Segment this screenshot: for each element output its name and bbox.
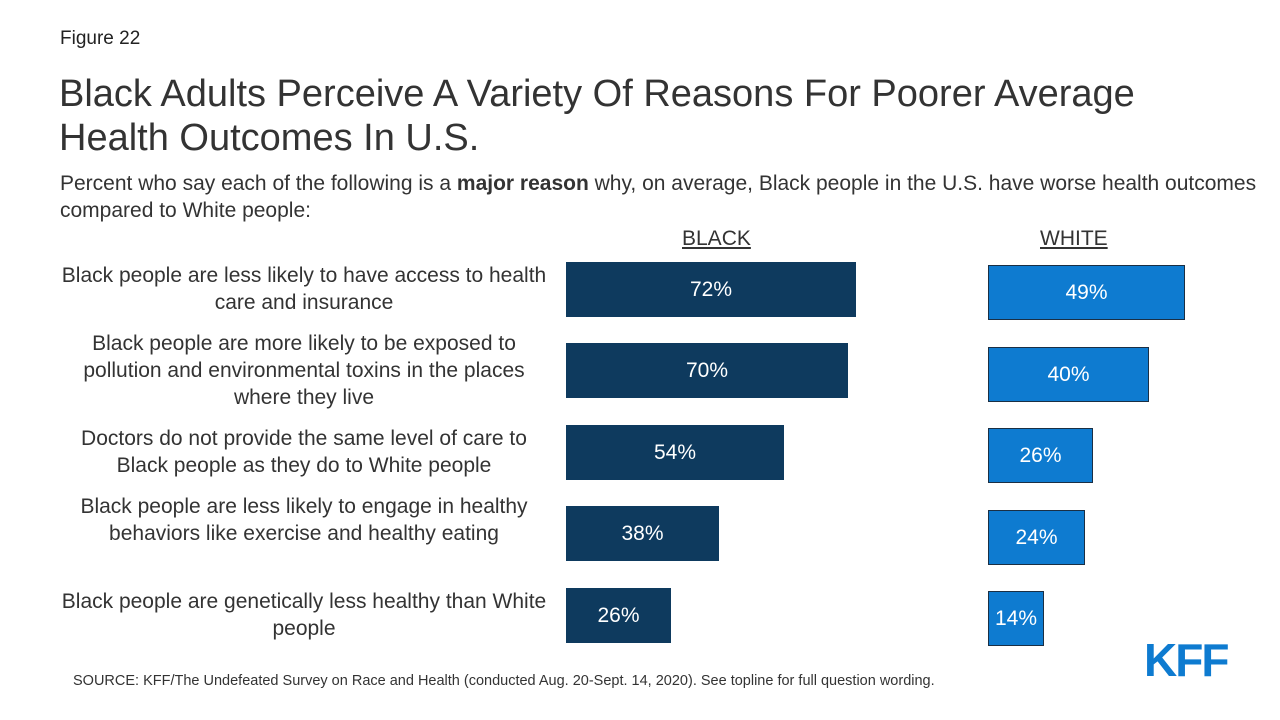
white-bar-behaviors: 24%: [988, 510, 1085, 565]
white-data-label-access: 49%: [1065, 281, 1107, 305]
white-bar-access: 49%: [988, 265, 1185, 320]
category-label-genetic: Black people are genetically less health…: [60, 588, 548, 642]
subtitle-emphasis: major reason: [457, 172, 589, 195]
white-data-label-pollution: 40%: [1047, 363, 1089, 387]
chart-subtitle: Percent who say each of the following is…: [60, 170, 1260, 224]
black-data-label-genetic: 26%: [597, 604, 639, 628]
category-label-pollution: Black people are more likely to be expos…: [60, 330, 548, 411]
white-bar-genetic: 14%: [988, 591, 1044, 646]
black-data-label-behaviors: 38%: [621, 522, 663, 546]
category-label-access: Black people are less likely to have acc…: [60, 262, 548, 316]
column-header-white: WHITE: [1040, 227, 1108, 251]
white-bar-care: 26%: [988, 428, 1093, 483]
column-header-black: BLACK: [682, 227, 751, 251]
black-data-label-pollution: 70%: [686, 359, 728, 383]
black-bar-genetic: 26%: [566, 588, 671, 643]
black-bar-pollution: 70%: [566, 343, 848, 398]
figure-label: Figure 22: [60, 28, 140, 50]
black-data-label-care: 54%: [654, 441, 696, 465]
category-label-care: Doctors do not provide the same level of…: [60, 425, 548, 479]
white-data-label-behaviors: 24%: [1015, 526, 1057, 550]
category-label-behaviors: Black people are less likely to engage i…: [60, 493, 548, 547]
black-bar-access: 72%: [566, 262, 856, 317]
black-bar-behaviors: 38%: [566, 506, 719, 561]
subtitle-start: Percent who say each of the following is…: [60, 172, 457, 195]
black-bar-care: 54%: [566, 425, 784, 480]
white-data-label-genetic: 14%: [995, 607, 1037, 631]
black-data-label-access: 72%: [690, 278, 732, 302]
chart-title: Black Adults Perceive A Variety Of Reaso…: [59, 72, 1239, 160]
source-note: SOURCE: KFF/The Undefeated Survey on Rac…: [73, 673, 935, 689]
white-bar-pollution: 40%: [988, 347, 1149, 402]
white-data-label-care: 26%: [1019, 444, 1061, 468]
kff-logo: KFF: [1144, 633, 1227, 687]
